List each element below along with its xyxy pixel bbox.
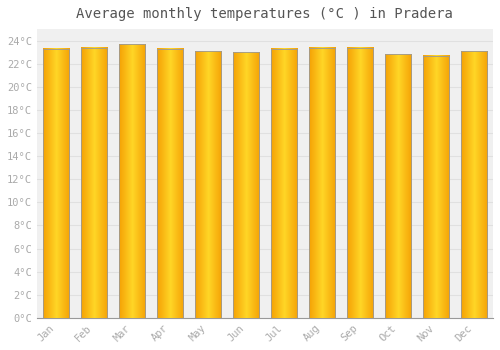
Bar [384, 55, 411, 318]
Title: Average monthly temperatures (°C ) in Pradera: Average monthly temperatures (°C ) in Pr… [76, 7, 454, 21]
Bar [270, 49, 297, 318]
Bar [308, 48, 336, 318]
Bar [156, 49, 183, 318]
Bar [422, 56, 450, 318]
Bar [460, 51, 487, 318]
Bar [194, 51, 221, 318]
Bar [232, 52, 259, 318]
Bar [118, 44, 145, 318]
Bar [80, 48, 107, 318]
Bar [346, 48, 374, 318]
Bar [42, 49, 69, 318]
